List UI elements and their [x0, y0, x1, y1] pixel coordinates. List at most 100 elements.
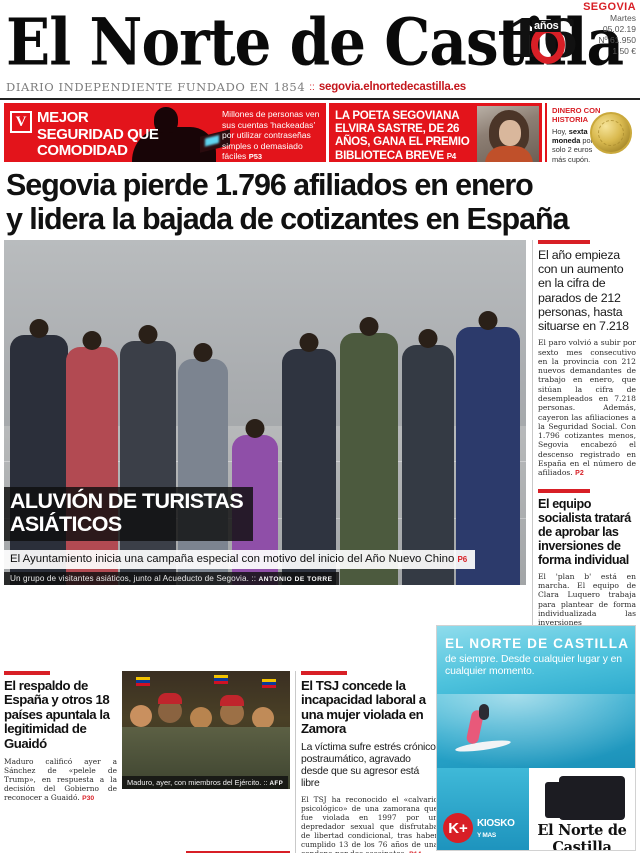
crowd-head	[190, 706, 212, 729]
banner-security-summary-text: Millones de personas ven sus cuentas 'ha…	[222, 109, 320, 161]
banner-poet-text: LA POETA SEGOVIANA ELVIRA SASTRE, DE 26 …	[335, 109, 470, 162]
coin-promo-bold: sexta moneda	[552, 127, 588, 146]
advert-paper-logo: El Norte de Castilla	[537, 822, 627, 851]
photo-figure-head	[245, 419, 265, 438]
photo-credit-name: ANTONIO DE TORRE	[258, 576, 333, 583]
tsj-headline: El TSJ concede la incapacidad laboral a …	[301, 677, 426, 737]
bottom-section: El respaldo de España y otros 18 países …	[0, 666, 640, 853]
guaido-headline: El respaldo de España y otros 18 países …	[4, 677, 110, 752]
photo-figure-head	[478, 311, 498, 330]
index-rule	[186, 851, 290, 853]
photo-overlay-line-2: ASIÁTICOS	[10, 512, 122, 536]
tablet-icon	[559, 776, 625, 820]
photo-subhead: El Ayuntamiento inicia una campaña espec…	[4, 549, 476, 569]
portrait-torso	[485, 146, 533, 162]
photo-figure	[10, 319, 68, 585]
banner-security-kicker: MEJOR SEGURIDAD QUE COMODIDAD	[37, 109, 159, 162]
coin-promo-body: Hoy, sexta moneda por solo 2 euros más c…	[552, 127, 605, 164]
side-rule-2	[538, 488, 590, 493]
v-magazine-badge: V	[10, 111, 32, 133]
photo-figure-head	[29, 319, 49, 338]
coin-promo-post: por solo 2 euros más cupón.	[552, 136, 594, 164]
guaido-page: P30	[82, 794, 95, 802]
main-headline: Segovia pierde 1.796 afiliados en enero …	[0, 162, 640, 240]
founded-text: DIARIO INDEPENDIENTE FUNDADO EN 1854	[6, 80, 306, 94]
photo-figure-head	[359, 317, 379, 336]
surfboard	[454, 738, 512, 754]
photo-overlay-line-1: ALUVIÓN DE TURISTAS	[10, 489, 244, 513]
crowd-head	[252, 706, 274, 729]
kiosko-label-line-1: KIOSKO	[477, 818, 515, 829]
main-content-row: ALUVIÓN DE TURISTAS ASIÁTICOS El Ayuntam…	[0, 240, 640, 666]
photo-figure	[120, 325, 176, 585]
coin-promo-pre: Hoy,	[552, 127, 567, 136]
photo-figure-head	[418, 329, 438, 348]
photo-caption: Un grupo de visitantes asiáticos, junto …	[4, 572, 339, 585]
masthead-title: El Norte de Castilla	[6, 4, 624, 81]
banner-poet[interactable]: LA POETA SEGOVIANA ELVIRA SASTRE, DE 26 …	[329, 103, 542, 162]
device-mockups	[535, 774, 629, 820]
guaido-body: Maduro calificó ayer a Sánchez de «pelel…	[4, 757, 117, 803]
banner-security-summary: Millones de personas ven sus cuentas 'ha…	[222, 109, 326, 162]
advert-bottom-panel: K+ KIOSKO Y MAS El Norte de Castilla cer…	[437, 768, 635, 851]
tsj-rule	[301, 670, 347, 675]
article-tsj[interactable]: El TSJ concede la incapacidad laboral a …	[295, 670, 438, 853]
side-lead-unemployment: El año empieza con un aumento en la cifr…	[538, 248, 629, 334]
photo-caption-text: Un grupo de visitantes asiáticos, junto …	[10, 574, 257, 583]
photo-subhead-text: El Ayuntamiento inicia una campaña espec…	[10, 552, 455, 565]
subline-separator: ::	[309, 81, 315, 93]
crowd-cap-red	[158, 692, 182, 704]
advert-devices-panel: El Norte de Castilla cerca de ti	[529, 768, 635, 851]
main-photo-tourists: ALUVIÓN DE TURISTAS ASIÁTICOS El Ayuntam…	[4, 240, 526, 585]
maduro-photo-caption: Maduro, ayer, con miembros del Ejército.…	[122, 775, 289, 789]
photo-figure	[66, 331, 118, 585]
side-body-unemployment-page: P2	[575, 470, 584, 478]
crowd-layer	[122, 671, 290, 789]
tsj-lead: La víctima sufre estrés crónico postraum…	[301, 742, 436, 790]
masthead-info: SEGOVIA Martes 05.02.19 Nº 61.950 1,50 €	[570, 2, 636, 57]
silhouette-head	[154, 107, 178, 133]
banner-poet-page: P4	[446, 151, 456, 161]
side-body-unemployment-text: El paro volvió a subir por sexto mes con…	[538, 338, 636, 478]
masthead: El Norte de Castilla 16 años SEGOVIA Mar…	[0, 0, 640, 81]
top-banner-strip: V MEJOR SEGURIDAD QUE COMODIDAD Millones…	[0, 100, 640, 164]
side-body-unemployment: El paro volvió a subir por sexto mes con…	[538, 338, 636, 478]
kicker-line-2: SEGURIDAD QUE	[37, 125, 159, 143]
flag-icon	[136, 676, 150, 686]
banner-security[interactable]: V MEJOR SEGURIDAD QUE COMODIDAD Millones…	[4, 103, 326, 162]
photo-figure-head	[138, 325, 158, 344]
kicker-line-1: MEJOR	[37, 109, 89, 126]
side-column: El año empieza con un aumento en la cifr…	[532, 240, 636, 666]
banner-security-page: P53	[248, 152, 263, 161]
website-link[interactable]: segovia.elnortedecastilla.es	[318, 81, 466, 93]
photo-figure-head	[299, 333, 319, 352]
kicker-line-3: COMODIDAD	[37, 142, 128, 159]
surfer-icon	[454, 702, 512, 754]
photo-figure	[340, 317, 398, 585]
banner-poet-kicker: LA POETA SEGOVIANA ELVIRA SASTRE, DE 26 …	[335, 109, 473, 162]
article-guaido[interactable]: El respaldo de España y otros 18 países …	[4, 670, 117, 853]
photo-subhead-page: P6	[457, 554, 468, 564]
edition-date: 05.02.19	[602, 24, 636, 34]
tsj-body-text: El TSJ ha reconocido el «calvario psicol…	[301, 795, 438, 853]
guaido-body-text: Maduro calificó ayer a Sánchez de «pelel…	[4, 756, 117, 802]
main-photo-column: ALUVIÓN DE TURISTAS ASIÁTICOS El Ayuntam…	[4, 240, 526, 666]
flag-icon	[262, 678, 276, 688]
section-index: Segovia 2 Sociedad 42 Españoles 13 Depor…	[186, 851, 290, 853]
coin-promo-title-1: DINERO CON	[552, 106, 601, 115]
masthead-subline: DIARIO INDEPENDIENTE FUNDADO EN 1854 :: …	[0, 78, 640, 100]
banner-coin-promo[interactable]: DINERO CON HISTORIA Hoy, sexta moneda po…	[545, 103, 636, 164]
tsj-page: P14	[409, 851, 421, 853]
side-rule-1	[538, 240, 590, 244]
photo-figure-head	[82, 331, 102, 350]
flag-icon	[214, 674, 228, 684]
guaido-photo-column: Maduro, ayer, con miembros del Ejército.…	[122, 670, 290, 853]
edition-price: 1,50 €	[612, 46, 636, 56]
anniversary-word: años	[532, 20, 561, 32]
phone-icon	[545, 782, 563, 818]
photo-figure	[402, 329, 454, 585]
advertisement-kiosko[interactable]: EL NORTE DE CASTILLA de siempre. Desde c…	[436, 625, 636, 851]
kiosko-plus-logo: K+	[443, 813, 473, 843]
crowd-head	[130, 704, 152, 727]
